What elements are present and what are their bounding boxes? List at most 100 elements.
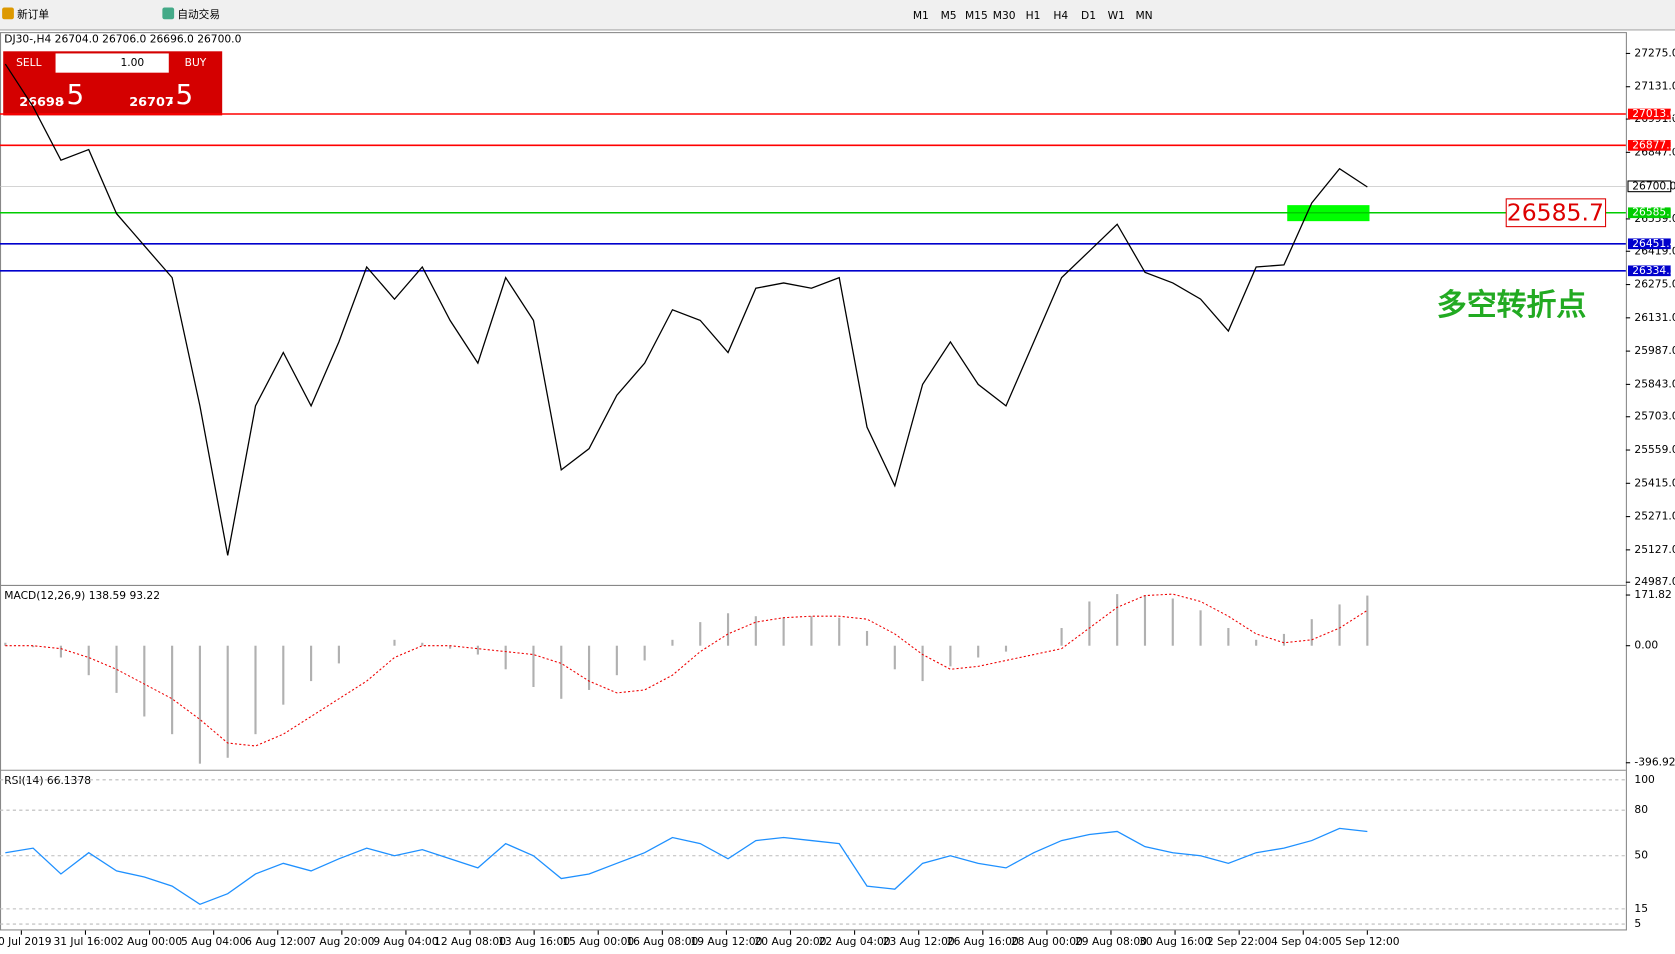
level-tag <box>1627 140 1671 151</box>
rsi-tick-label: 100 <box>1634 773 1655 786</box>
price-tick-label: 25559.0 <box>1634 443 1675 456</box>
macd-bar <box>838 617 841 646</box>
current-price-label: 26700.0 <box>1632 179 1675 192</box>
macd-bar <box>226 645 229 758</box>
x-tick-label: 30 Aug 16:00 <box>1139 935 1211 948</box>
toolbar-icon[interactable] <box>2 7 14 20</box>
x-tick-label: 5 Aug 04:00 <box>181 935 246 948</box>
timeframe-button[interactable]: H4 <box>1053 9 1068 22</box>
price-tick-label: 25415.0 <box>1634 476 1675 489</box>
x-tick-label: 30 Jul 2019 <box>0 935 52 948</box>
x-tick-label: 15 Aug 00:00 <box>562 935 634 948</box>
buy-fraction[interactable]: .5 <box>167 78 194 111</box>
timeframe-button[interactable]: MN <box>1135 9 1152 22</box>
macd-bar <box>643 645 646 661</box>
x-tick-label: 16 Aug 08:00 <box>626 935 698 948</box>
macd-bar <box>32 645 35 648</box>
x-tick-label: 2 Sep 22:00 <box>1207 935 1272 948</box>
x-tick-label: 20 Aug 20:00 <box>755 935 827 948</box>
buy-button[interactable]: BUY <box>185 56 207 69</box>
macd-tick-label: 171.82 <box>1634 588 1671 601</box>
macd-bar <box>615 645 618 676</box>
x-tick-label: 4 Sep 04:00 <box>1271 935 1336 948</box>
rsi-tick-label: 80 <box>1634 803 1648 816</box>
macd-signal <box>5 593 1368 747</box>
x-tick-label: 13 Aug 16:00 <box>498 935 570 948</box>
price-tick-label: 25987.0 <box>1634 344 1675 357</box>
chart-frame <box>0 32 1627 931</box>
timeframe-button[interactable]: H1 <box>1026 9 1041 22</box>
timeframe-button[interactable]: M1 <box>913 9 929 22</box>
macd-bar <box>337 645 340 664</box>
toolbar-button[interactable]: 自动交易 <box>177 8 220 21</box>
timeframe-button[interactable]: D1 <box>1081 9 1096 22</box>
macd-bar <box>393 639 396 646</box>
macd-bar <box>59 645 63 658</box>
sell-fraction[interactable]: .5 <box>58 78 85 111</box>
lot-input[interactable] <box>55 53 169 73</box>
macd-bar <box>476 645 479 655</box>
macd-bar <box>810 616 813 646</box>
macd-bar <box>587 645 591 690</box>
toolbar-button[interactable]: 新订单 <box>17 8 49 21</box>
macd-bar <box>865 630 869 646</box>
macd-bar <box>754 616 757 646</box>
macd-bar <box>254 645 257 735</box>
macd-bar <box>143 645 146 717</box>
macd-bar <box>1366 595 1369 646</box>
macd-bar <box>449 645 452 649</box>
price-line <box>4 63 1368 556</box>
macd-bar <box>421 642 424 646</box>
level-label: 26334.5 <box>1632 264 1675 277</box>
macd-bar <box>782 617 785 646</box>
sell-button[interactable]: SELL <box>16 56 41 69</box>
macd-bar <box>310 645 313 682</box>
rsi-tick-label: 50 <box>1634 849 1648 862</box>
macd-bar <box>726 613 730 646</box>
macd-bar <box>921 645 924 682</box>
level-label: 26585.7 <box>1632 206 1675 219</box>
macd-bar <box>1282 633 1286 646</box>
lot-size[interactable]: 1.00 <box>120 56 144 69</box>
macd-bar <box>1310 619 1313 646</box>
timeframe-button[interactable]: W1 <box>1108 9 1125 22</box>
price-tick-label: 24987.0 <box>1634 575 1675 588</box>
macd-bar <box>4 642 7 646</box>
macd-bar <box>282 645 285 705</box>
timeframe-button[interactable]: M30 <box>993 9 1016 22</box>
rsi-tick-label: 5 <box>1634 917 1641 930</box>
macd-bar <box>1255 639 1258 646</box>
x-tick-label: 28 Aug 00:00 <box>1011 935 1083 948</box>
macd-bar <box>949 645 952 667</box>
rsi-label: RSI(14) 66.1378 <box>4 774 91 787</box>
x-tick-label: 5 Sep 12:00 <box>1335 935 1400 948</box>
x-tick-label: 31 Jul 16:00 <box>53 935 117 948</box>
level-label: 26451.4 <box>1632 237 1675 250</box>
macd-label: MACD(12,26,9) 138.59 93.22 <box>4 589 160 602</box>
x-tick-label: 2 Aug 00:00 <box>117 935 182 948</box>
price-tick-label: 27131.0 <box>1634 80 1675 93</box>
macd-bar <box>1060 628 1063 646</box>
macd-bar <box>1004 645 1008 652</box>
sell-price[interactable]: 26698 <box>19 95 64 110</box>
macd-bar <box>1338 604 1341 646</box>
buy-price[interactable]: 26707 <box>129 95 174 110</box>
timeframe-button[interactable]: M15 <box>965 9 988 22</box>
level-tag <box>1627 207 1671 219</box>
level-tag <box>1627 108 1671 120</box>
price-tick-label: 26131.0 <box>1634 311 1675 324</box>
macd-bar <box>1143 595 1147 646</box>
x-tick-label: 7 Aug 20:00 <box>309 935 374 948</box>
price-tick-label: 25703.0 <box>1634 410 1675 423</box>
macd-bar <box>1171 598 1174 646</box>
macd-bar <box>87 645 90 676</box>
level-tag <box>1627 238 1671 250</box>
macd-tick-label: 0.00 <box>1634 639 1658 652</box>
current-price-tag <box>1627 180 1672 193</box>
macd-tick-label: -396.92 <box>1634 756 1675 769</box>
macd-bar <box>977 645 980 658</box>
toolbar-icon[interactable] <box>162 7 175 20</box>
timeframe-button[interactable]: M5 <box>941 9 957 22</box>
